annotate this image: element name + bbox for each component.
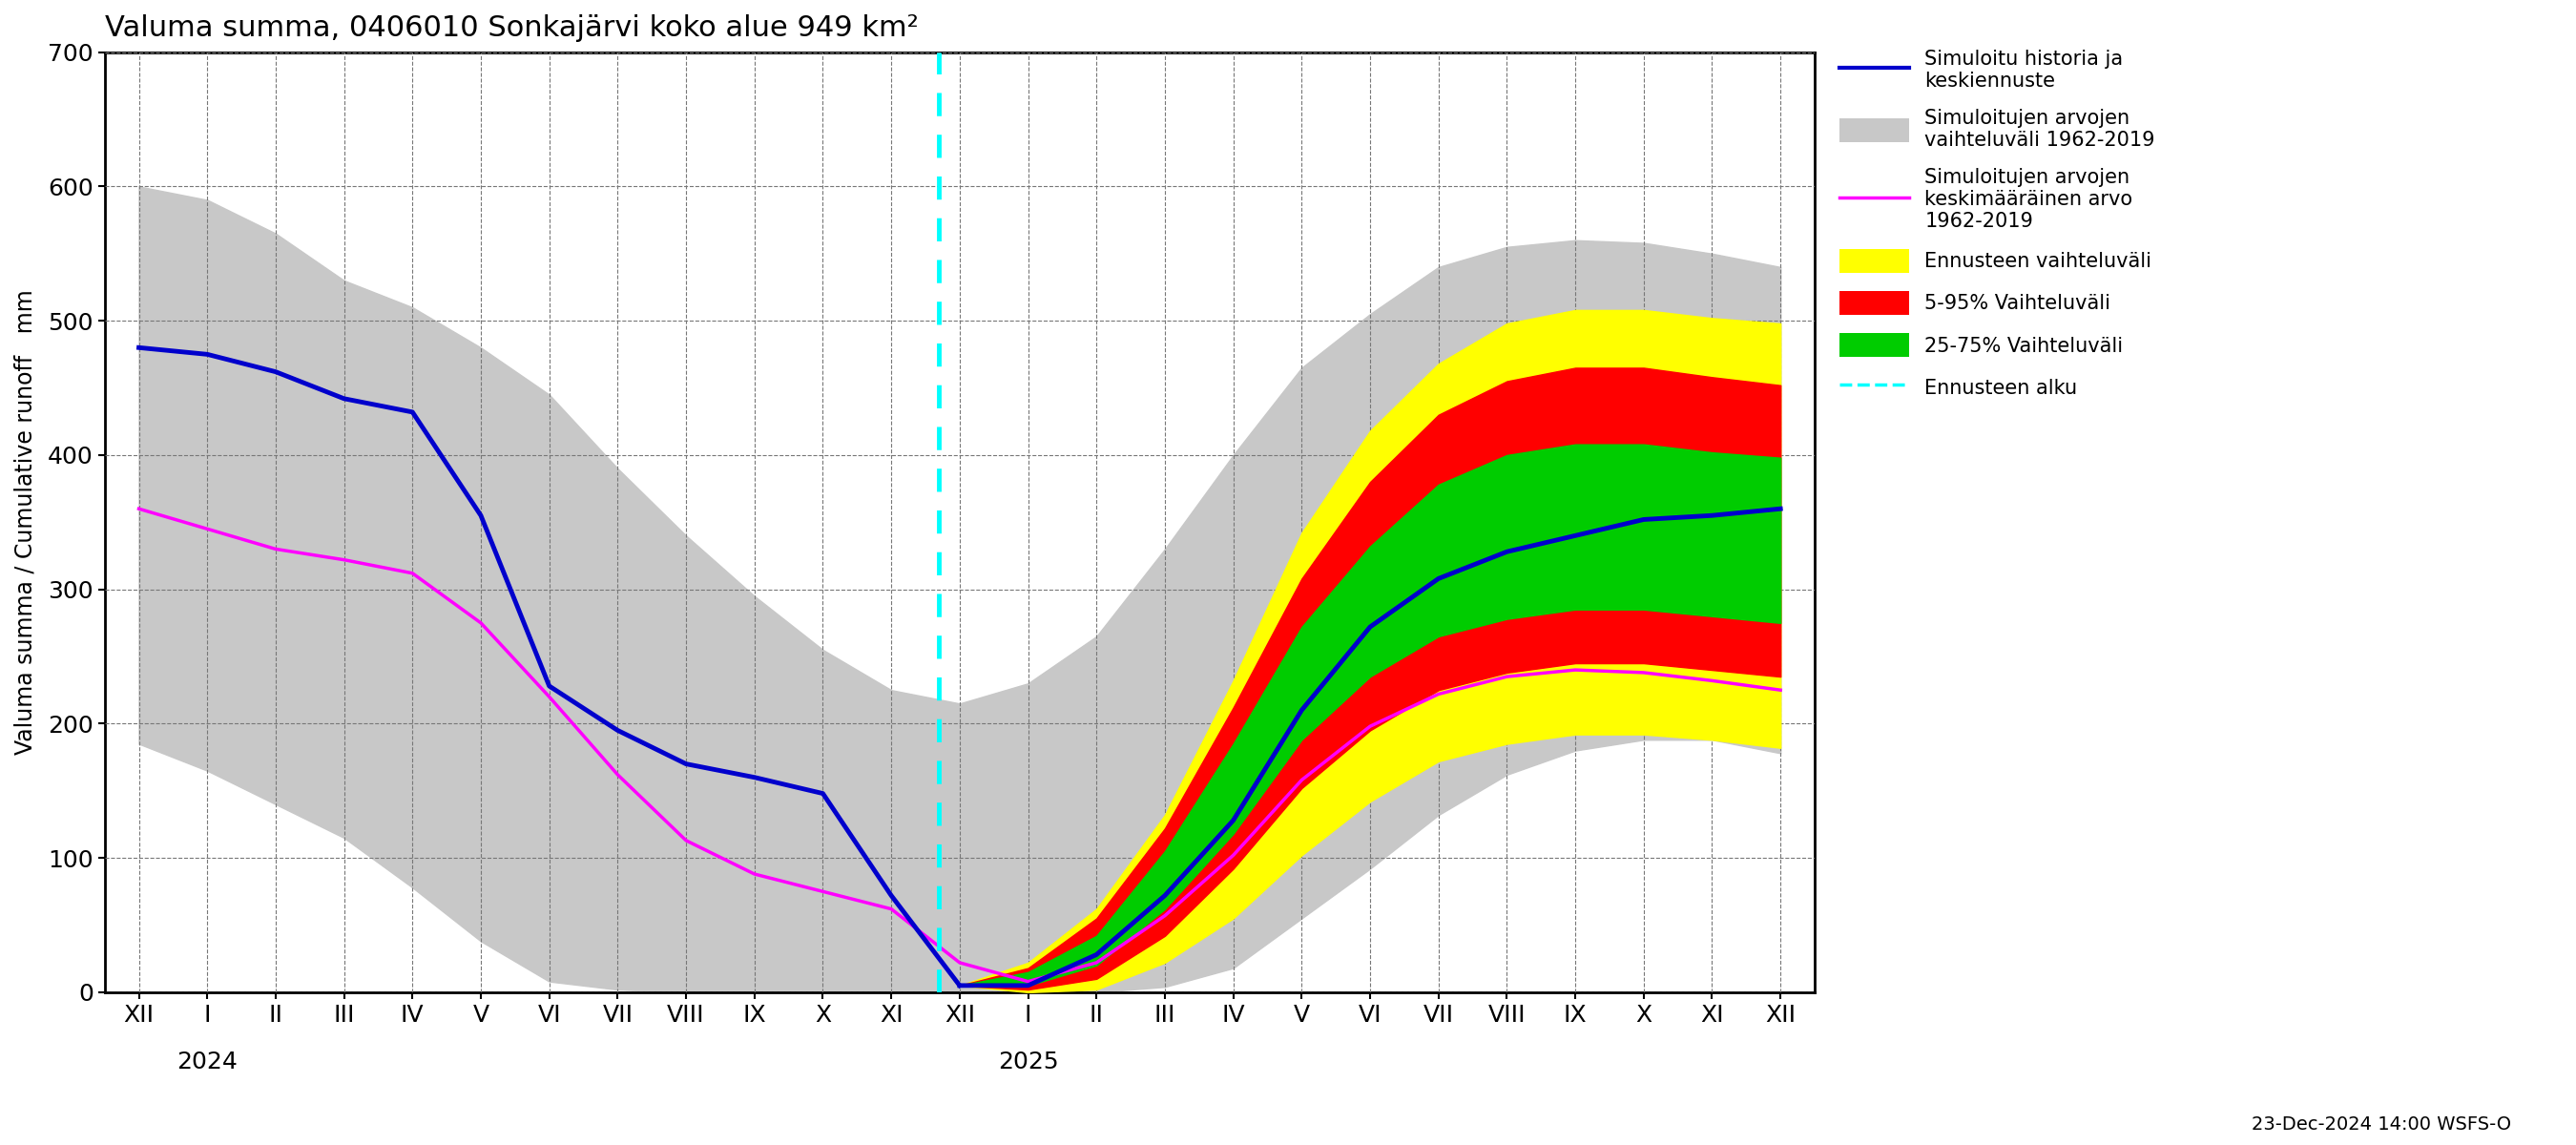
Text: Valuma summa, 0406010 Sonkajärvi koko alue 949 km²: Valuma summa, 0406010 Sonkajärvi koko al… [106, 14, 917, 42]
Legend: Simuloitu historia ja
keskiennuste, Simuloitujen arvojen
vaihteluväli 1962-2019,: Simuloitu historia ja keskiennuste, Simu… [1834, 44, 2161, 405]
Y-axis label: Valuma summa / Cumulative runoff   mm: Valuma summa / Cumulative runoff mm [15, 290, 36, 755]
Text: 2024: 2024 [178, 1051, 237, 1074]
Text: 23-Dec-2024 14:00 WSFS-O: 23-Dec-2024 14:00 WSFS-O [2251, 1115, 2512, 1134]
Text: 2025: 2025 [997, 1051, 1059, 1074]
